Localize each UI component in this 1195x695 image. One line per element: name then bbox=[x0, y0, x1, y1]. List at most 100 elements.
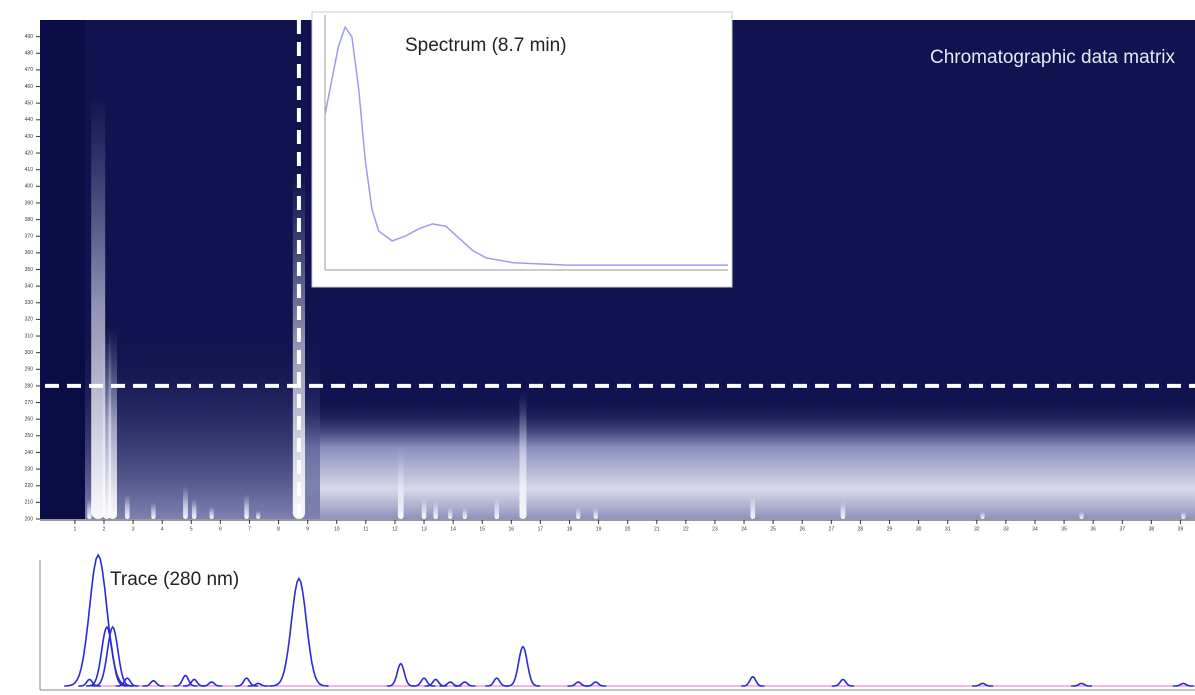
y-tick-label: 490 bbox=[25, 34, 34, 40]
y-tick-label: 240 bbox=[25, 450, 34, 456]
x-tick-label: 1 bbox=[74, 526, 77, 532]
heatmap-streak bbox=[191, 497, 197, 519]
y-tick-label: 460 bbox=[25, 84, 34, 90]
x-tick-label: 33 bbox=[1003, 526, 1009, 532]
x-tick-label: 32 bbox=[974, 526, 980, 532]
x-tick-label: 8 bbox=[277, 526, 280, 532]
x-tick-label: 17 bbox=[538, 526, 544, 532]
spectrum-line bbox=[324, 25, 728, 266]
x-tick-label: 35 bbox=[1061, 526, 1067, 532]
x-tick-label: 12 bbox=[392, 526, 398, 532]
y-tick-label: 370 bbox=[25, 234, 34, 240]
heatmap-streak bbox=[576, 506, 581, 519]
y-tick-label: 280 bbox=[25, 383, 34, 389]
x-tick-label: 11 bbox=[363, 526, 368, 532]
heatmap-streak bbox=[494, 493, 500, 519]
x-tick-label: 15 bbox=[479, 526, 485, 532]
trace-peak bbox=[505, 645, 541, 687]
x-tick-label: 7 bbox=[248, 526, 251, 532]
x-tick-label: 31 bbox=[945, 526, 951, 532]
heatmap-streak bbox=[840, 497, 846, 519]
heatmap-streak bbox=[183, 485, 188, 519]
heatmap-streak bbox=[448, 506, 453, 519]
y-tick-label: 340 bbox=[25, 283, 34, 289]
heatmap-streak bbox=[209, 506, 214, 519]
x-tick-label: 2 bbox=[103, 526, 106, 532]
x-tick-label: 5 bbox=[190, 526, 193, 532]
y-tick-label: 270 bbox=[25, 400, 34, 406]
y-tick-label: 210 bbox=[25, 500, 34, 506]
x-tick-label: 4 bbox=[161, 526, 164, 532]
y-tick-label: 420 bbox=[25, 150, 34, 156]
x-tick-label: 16 bbox=[509, 526, 515, 532]
x-tick-label: 38 bbox=[1149, 526, 1155, 532]
heatmap-streak bbox=[244, 493, 249, 519]
x-tick-label: 36 bbox=[1090, 526, 1096, 532]
x-tick-label: 37 bbox=[1119, 526, 1125, 532]
y-tick-label: 390 bbox=[25, 200, 34, 206]
heatmap-streak bbox=[433, 497, 438, 519]
spectrum-inset bbox=[311, 11, 733, 288]
trace-peak bbox=[412, 677, 436, 687]
heatmap-streak bbox=[292, 171, 306, 519]
x-tick-label: 6 bbox=[219, 526, 222, 532]
y-tick-label: 300 bbox=[25, 350, 34, 356]
heatmap-streak bbox=[519, 391, 527, 519]
trace-title: Trace (280 nm) bbox=[110, 569, 239, 590]
y-tick-label: 380 bbox=[25, 217, 34, 223]
heatmap-streak bbox=[1181, 510, 1186, 519]
x-tick-label: 26 bbox=[799, 526, 805, 532]
trace-peak bbox=[91, 625, 134, 687]
heatmap-streak bbox=[124, 493, 130, 519]
heatmap-streak bbox=[593, 506, 598, 519]
trace-peak bbox=[142, 679, 165, 687]
y-tick-label: 200 bbox=[25, 516, 34, 522]
heatmap-band bbox=[300, 400, 1195, 519]
y-tick-label: 230 bbox=[25, 466, 34, 472]
x-tick-label: 25 bbox=[770, 526, 776, 532]
x-tick-label: 34 bbox=[1032, 526, 1038, 532]
trace-peak bbox=[454, 681, 476, 687]
trace-peak bbox=[247, 682, 269, 687]
y-tick-label: 250 bbox=[25, 433, 34, 439]
x-tick-label: 22 bbox=[683, 526, 689, 532]
y-tick-label: 320 bbox=[25, 317, 34, 323]
x-tick-label: 10 bbox=[334, 526, 340, 532]
y-tick-label: 400 bbox=[25, 184, 34, 190]
trace-peak bbox=[200, 681, 223, 687]
x-tick-label: 23 bbox=[712, 526, 718, 532]
heatmap-streak bbox=[256, 510, 261, 519]
trace-peak bbox=[585, 681, 607, 687]
y-tick-label: 360 bbox=[25, 250, 34, 256]
x-tick-label: 13 bbox=[421, 526, 427, 532]
heatmap-streak bbox=[397, 446, 404, 519]
x-tick-label: 28 bbox=[858, 526, 864, 532]
y-tick-label: 350 bbox=[25, 267, 34, 273]
x-tick-label: 24 bbox=[741, 526, 747, 532]
trace-peak bbox=[386, 662, 415, 687]
trace-peak bbox=[115, 677, 139, 687]
x-tick-label: 9 bbox=[306, 526, 309, 532]
trace-peak bbox=[1172, 682, 1194, 687]
x-tick-label: 18 bbox=[567, 526, 573, 532]
trace-peak bbox=[86, 625, 128, 687]
trace-peak bbox=[173, 674, 198, 687]
y-tick-label: 430 bbox=[25, 134, 34, 140]
heatmap-streak bbox=[87, 497, 92, 519]
x-tick-label: 3 bbox=[132, 526, 135, 532]
x-tick-label: 39 bbox=[1178, 526, 1184, 532]
trace-peak bbox=[831, 678, 855, 687]
trace-peak bbox=[64, 553, 133, 687]
y-tick-label: 470 bbox=[25, 67, 34, 73]
x-tick-label: 14 bbox=[450, 526, 456, 532]
x-tick-label: 29 bbox=[887, 526, 893, 532]
y-tick-label: 330 bbox=[25, 300, 34, 306]
trace-peak bbox=[485, 677, 509, 687]
trace-peak bbox=[972, 682, 994, 687]
trace-peak bbox=[741, 675, 765, 687]
heatmap-streak bbox=[1079, 510, 1084, 519]
heatmap-streak bbox=[91, 94, 106, 519]
y-tick-label: 410 bbox=[25, 167, 34, 173]
trace-peak bbox=[269, 576, 329, 687]
